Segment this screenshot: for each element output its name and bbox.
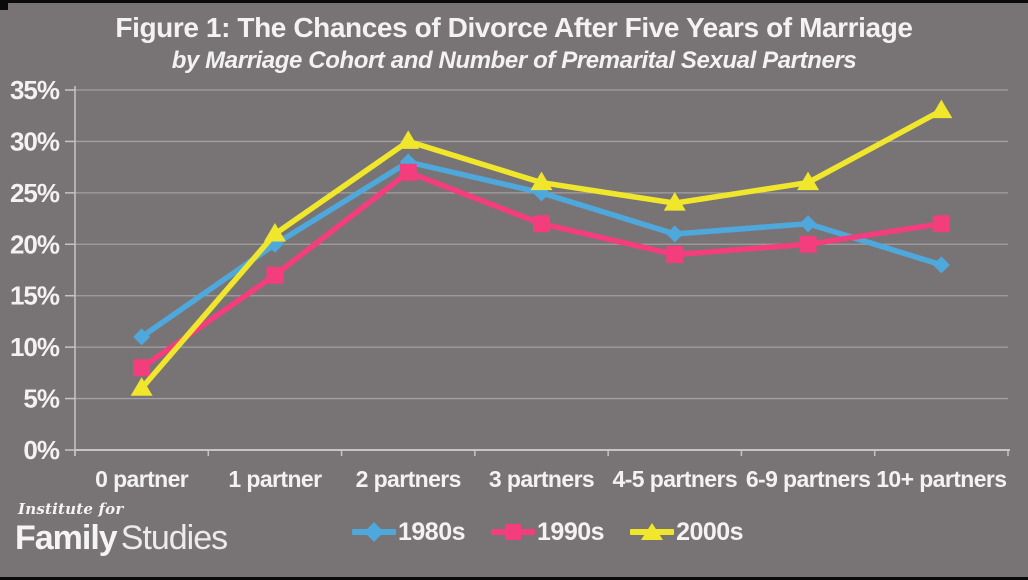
legend-swatch bbox=[352, 520, 396, 544]
logo-family-studies: Family Studies bbox=[15, 519, 228, 557]
bottom-letterbox-bar bbox=[0, 577, 1028, 580]
triangle-marker-icon bbox=[397, 130, 420, 149]
diamond-marker-icon bbox=[133, 328, 151, 346]
top-letterbox-bar bbox=[0, 0, 1028, 3]
triangle-marker-icon bbox=[641, 523, 664, 540]
triangle-marker-icon bbox=[530, 171, 553, 191]
square-marker-icon bbox=[533, 215, 550, 233]
x-category-label: 10+ partners bbox=[876, 466, 1006, 492]
square-marker-icon bbox=[932, 215, 950, 233]
top-left-corner-mark bbox=[0, 0, 8, 10]
legend-label-2000s: 2000s bbox=[676, 517, 744, 546]
diamond-marker-icon bbox=[799, 215, 817, 233]
square-marker-icon bbox=[666, 246, 684, 264]
legend-item-2000s: 2000s bbox=[630, 517, 744, 547]
legend-item-1980s: 1980s bbox=[352, 517, 466, 547]
diamond-marker-icon bbox=[666, 225, 684, 243]
y-tick-label: 0% bbox=[23, 435, 59, 465]
triangle-marker-icon bbox=[663, 192, 686, 211]
x-category-label: 2 partners bbox=[356, 466, 461, 492]
logo-institute-for: Institute for bbox=[18, 500, 124, 518]
y-tick-label: 30% bbox=[10, 126, 60, 156]
legend-label-1990s: 1990s bbox=[537, 517, 605, 546]
y-tick-label: 20% bbox=[10, 229, 60, 259]
legend-label-1980s: 1980s bbox=[398, 517, 466, 546]
series-line-1990s bbox=[138, 169, 945, 371]
x-category-label: 3 partners bbox=[489, 466, 594, 492]
triangle-marker-icon bbox=[130, 377, 153, 396]
legend-swatch bbox=[630, 520, 675, 544]
legend-swatch bbox=[491, 520, 536, 544]
x-category-label: 0 partner bbox=[95, 466, 189, 492]
square-marker-icon bbox=[399, 163, 417, 181]
square-marker-icon bbox=[505, 524, 522, 540]
y-tick-label: 5% bbox=[23, 384, 59, 414]
square-marker-icon bbox=[266, 266, 284, 284]
chart-title: Figure 1: The Chances of Divorce After F… bbox=[115, 12, 913, 43]
title-block: Figure 1: The Chances of Divorce After F… bbox=[0, 12, 1028, 76]
triangle-marker-icon bbox=[263, 223, 286, 242]
square-marker-icon bbox=[133, 359, 151, 377]
legend: 1980s 1990s 2000s bbox=[352, 514, 744, 550]
x-category-label: 6-9 partners bbox=[746, 466, 870, 492]
institute-for-family-studies-logo: Institute for Family Studies bbox=[15, 500, 228, 557]
triangle-marker-icon bbox=[930, 99, 953, 119]
chart-subtitle: by Marriage Cohort and Number of Premari… bbox=[171, 47, 857, 75]
logo-studies-word: Studies bbox=[120, 519, 228, 557]
y-tick-label: 35% bbox=[10, 75, 60, 105]
triangle-marker-icon bbox=[797, 171, 820, 191]
diamond-marker-icon bbox=[364, 522, 384, 542]
logo-family-word: Family bbox=[15, 519, 118, 557]
x-category-label: 4-5 partners bbox=[613, 466, 737, 492]
diamond-marker-icon bbox=[932, 256, 950, 274]
legend-item-1990s: 1990s bbox=[491, 517, 605, 547]
x-category-label: 1 partner bbox=[228, 466, 322, 492]
y-tick-label: 15% bbox=[10, 281, 60, 311]
square-marker-icon bbox=[799, 235, 817, 253]
y-tick-label: 25% bbox=[10, 178, 60, 208]
y-tick-label: 10% bbox=[10, 332, 60, 362]
